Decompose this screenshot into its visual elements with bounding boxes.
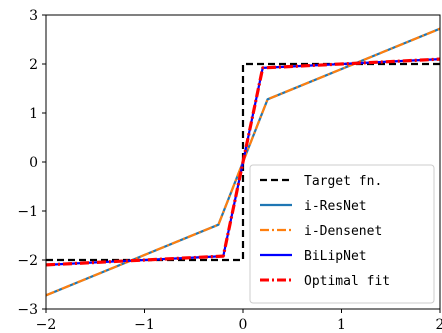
legend-label: Optimal fit (304, 274, 390, 289)
legend-label: i-ResNet (304, 199, 367, 214)
legend-box (249, 164, 435, 304)
legend-label: i-Densenet (304, 224, 382, 239)
legend: Target fn. i-ResNet i-Densenet BiLipNet Opti… (249, 164, 435, 304)
legend-label: BiLipNet (304, 249, 367, 264)
legend-label: Target fn. (304, 174, 382, 189)
x-tick-label: 1 (337, 317, 346, 333)
x-tick-label: −2 (36, 317, 57, 333)
x-tick-label: 2 (436, 317, 442, 333)
x-tick-label: −1 (134, 317, 155, 333)
y-tick-label: −2 (17, 253, 38, 269)
x-tick-label: 0 (239, 317, 248, 333)
series-line-optimal-fit (46, 57, 440, 267)
y-tick-label: −3 (17, 302, 38, 318)
y-tick-label: 3 (29, 8, 38, 24)
y-tick-label: −1 (17, 204, 38, 220)
y-tick-label: 2 (29, 57, 38, 73)
series-layer (46, 27, 440, 297)
y-tick-label: 1 (29, 106, 38, 122)
y-tick-label: 0 (29, 155, 38, 171)
